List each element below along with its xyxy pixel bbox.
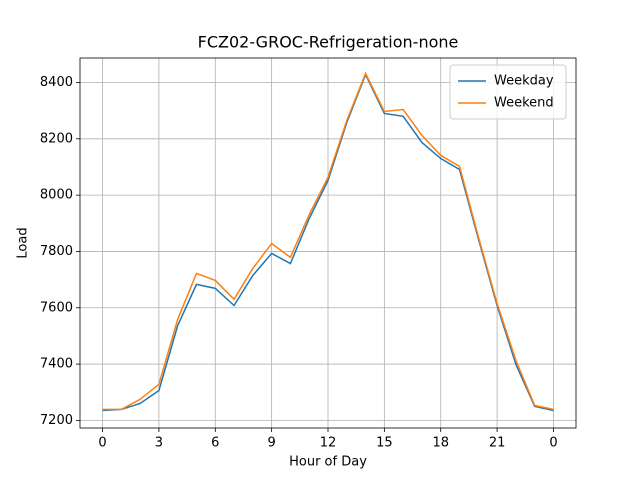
legend-label: Weekend bbox=[494, 96, 554, 111]
y-tick-label: 8200 bbox=[40, 131, 73, 146]
y-tick-label: 7800 bbox=[40, 244, 73, 259]
x-axis-label: Hour of Day bbox=[289, 455, 367, 470]
x-tick-label: 15 bbox=[376, 436, 393, 451]
x-tick-label: 6 bbox=[211, 436, 219, 451]
x-tick-label: 21 bbox=[489, 436, 506, 451]
x-tick-label: 18 bbox=[432, 436, 449, 451]
y-axis-label: Load bbox=[16, 227, 31, 258]
x-tick-label: 12 bbox=[320, 436, 337, 451]
data-line bbox=[102, 71, 554, 411]
plot-frame bbox=[79, 57, 577, 429]
x-tick-label: 9 bbox=[267, 436, 275, 451]
x-tick-label: 0 bbox=[549, 436, 557, 451]
legend-label: Weekday bbox=[494, 74, 554, 89]
y-tick-label: 8000 bbox=[40, 188, 73, 203]
chart-title: FCZ02-GROC-Refrigeration-none bbox=[198, 33, 459, 52]
x-tick-label: 0 bbox=[98, 436, 106, 451]
y-tick-label: 8400 bbox=[40, 75, 73, 90]
legend-box bbox=[449, 64, 567, 120]
y-tick-label: 7600 bbox=[40, 300, 73, 315]
x-tick-label: 3 bbox=[155, 436, 163, 451]
y-tick-label: 7200 bbox=[40, 413, 73, 428]
y-tick-label: 7400 bbox=[40, 357, 73, 372]
